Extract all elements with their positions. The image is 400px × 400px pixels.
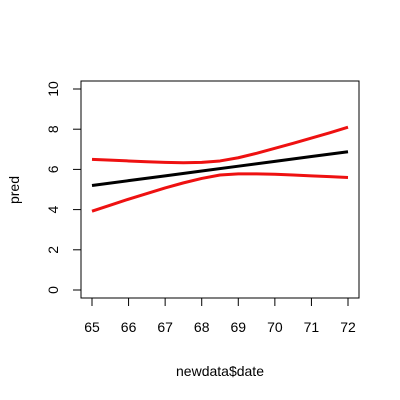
series-line-lower-bound [91,172,349,213]
x-tick-label: 70 [267,319,283,335]
x-tick-label: 72 [340,319,356,335]
series-line-fit [91,150,349,187]
y-tick-label: 6 [45,165,61,173]
y-tick-label: 10 [45,81,61,97]
y-tick-label: 2 [45,246,61,254]
y-tick-label: 4 [45,205,61,213]
y-tick-label: 8 [45,125,61,133]
x-axis: 65 66 67 68 69 70 71 72 [84,297,356,335]
y-axis-title: pred [6,176,22,204]
x-tick-label: 68 [194,319,210,335]
series-layer [91,125,349,213]
x-tick-label: 71 [304,319,320,335]
x-tick-label: 65 [84,319,100,335]
x-tick-label: 67 [157,319,173,335]
series-line-upper-bound [91,125,349,165]
x-tick-label: 66 [121,319,137,335]
y-axis: 0 2 4 6 8 10 [45,81,82,294]
x-tick-label: 69 [230,319,246,335]
y-tick-label: 0 [45,286,61,294]
x-axis-title: newdata$date [176,363,264,379]
